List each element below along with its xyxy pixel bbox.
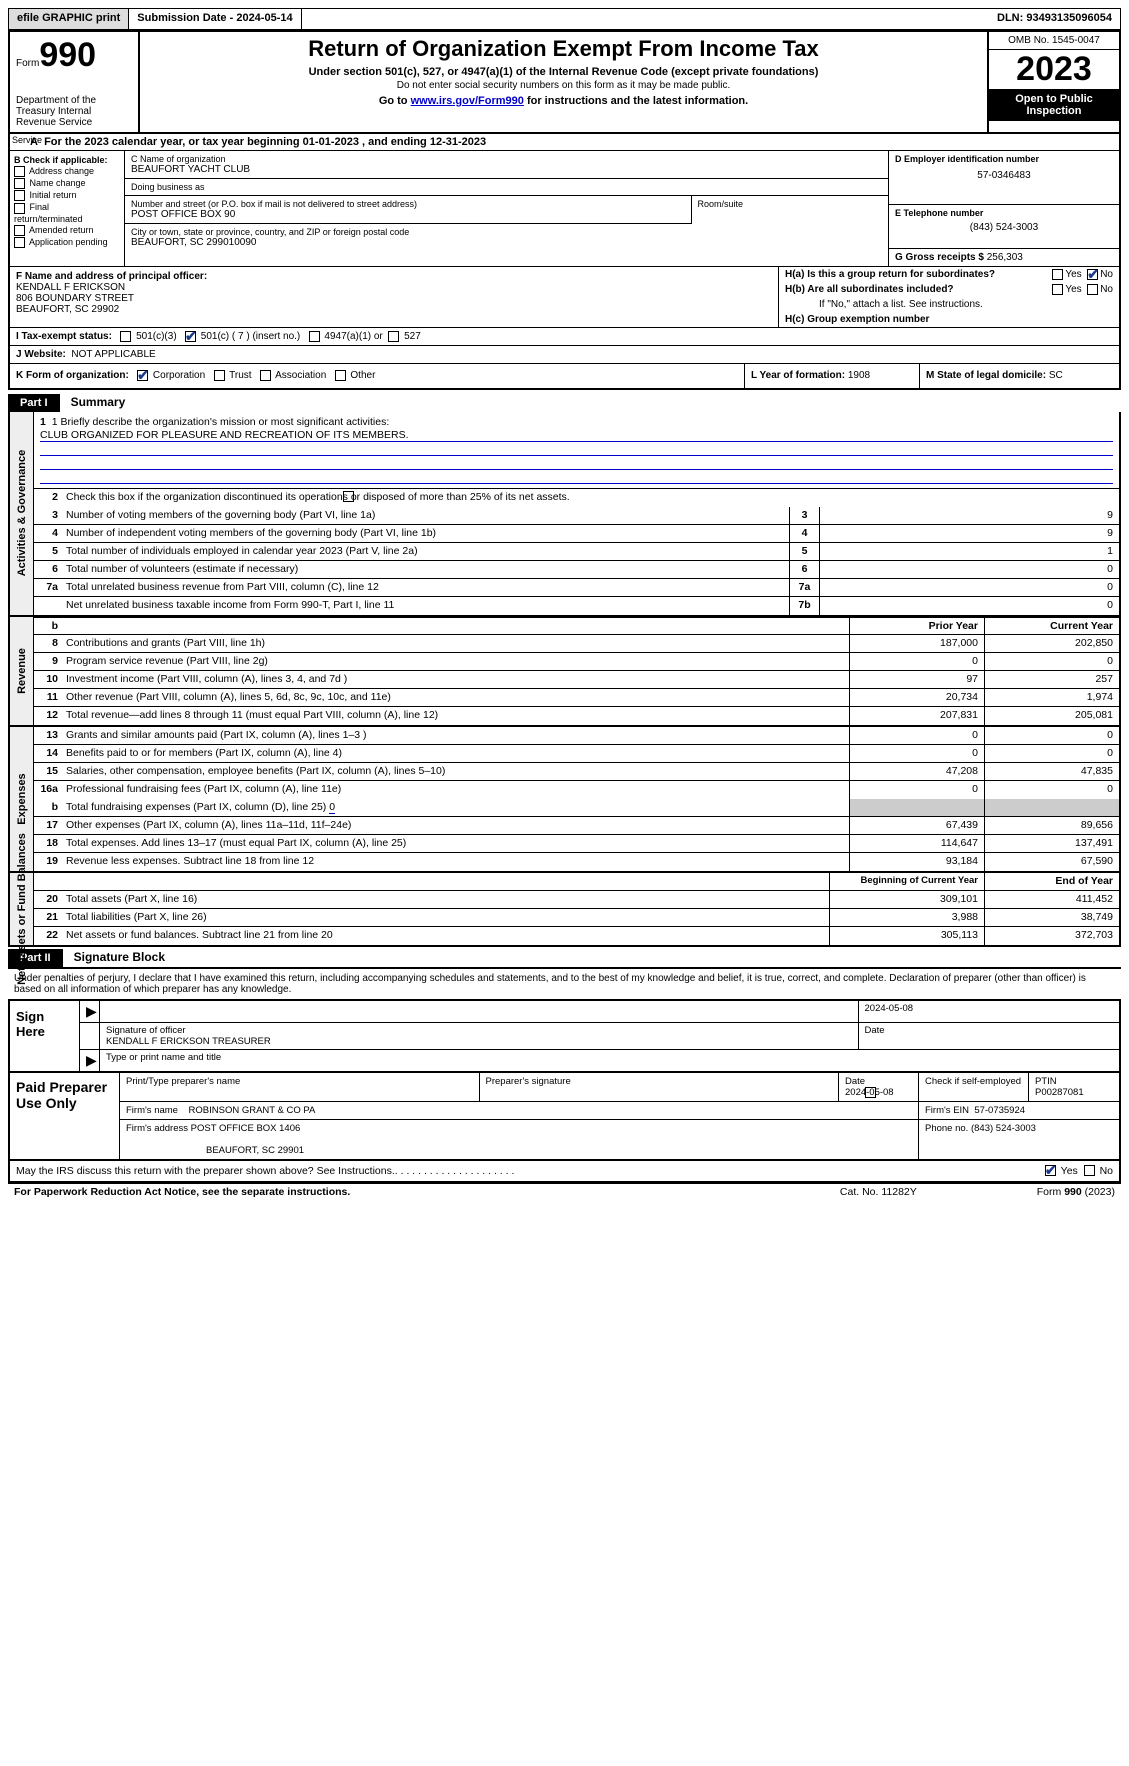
summary-row: Net unrelated business taxable income fr… <box>34 597 1119 615</box>
omb-number: OMB No. 1545-0047 <box>989 32 1119 50</box>
dln-field: DLN: 93493135096054 <box>989 9 1120 29</box>
col-prior-year: Prior Year <box>849 618 984 634</box>
checkbox-501c3[interactable] <box>120 331 131 342</box>
checkbox-501c[interactable] <box>185 331 196 342</box>
discuss-row: May the IRS discuss this return with the… <box>8 1161 1121 1183</box>
tax-exempt-row: I Tax-exempt status: 501(c)(3) 501(c) ( … <box>10 328 1119 345</box>
checkbox-name-change[interactable] <box>14 178 25 189</box>
summary-row: 4Number of independent voting members of… <box>34 525 1119 543</box>
summary-row: 10Investment income (Part VIII, column (… <box>34 671 1119 689</box>
checkbox-app-pending[interactable] <box>14 237 25 248</box>
checkbox-amended-return[interactable] <box>14 225 25 236</box>
summary-row: 18Total expenses. Add lines 13–17 (must … <box>34 835 1119 853</box>
form-header: Form990 Department of the Treasury Inter… <box>8 30 1121 134</box>
form-number: 990 <box>39 36 96 74</box>
checkbox-4947[interactable] <box>309 331 320 342</box>
summary-row: 7aTotal unrelated business revenue from … <box>34 579 1119 597</box>
group-return-block: H(a) Is this a group return for subordin… <box>779 267 1119 327</box>
summary-row: 16aProfessional fundraising fees (Part I… <box>34 781 1119 799</box>
ssn-note: Do not enter social security numbers on … <box>148 80 979 91</box>
efile-print-button[interactable]: efile GRAPHIC print <box>9 9 129 29</box>
summary-row: 13Grants and similar amounts paid (Part … <box>34 727 1119 745</box>
sign-here-block: Sign Here ▶ 2024-05-08 Signature of offi… <box>8 999 1121 1073</box>
summary-row: 21Total liabilities (Part X, line 26) 3,… <box>34 909 1119 927</box>
part1-header: Part I <box>8 394 60 412</box>
city-cell: City or town, state or province, country… <box>125 224 888 251</box>
street-cell: Number and street (or P.O. box if mail i… <box>125 196 691 224</box>
checkbox-address-change[interactable] <box>14 166 25 177</box>
summary-row: 12Total revenue—add lines 8 through 11 (… <box>34 707 1119 725</box>
room-cell: Room/suite <box>691 196 889 224</box>
summary-row: 3Number of voting members of the governi… <box>34 507 1119 525</box>
summary-row: 15Salaries, other compensation, employee… <box>34 763 1119 781</box>
principal-officer-cell: F Name and address of principal officer:… <box>10 267 779 327</box>
topbar: efile GRAPHIC print Submission Date - 20… <box>8 8 1121 30</box>
gross-receipts-cell: G Gross receipts $ 256,303 <box>889 249 1119 266</box>
checkbox-initial-return[interactable] <box>14 190 25 201</box>
checkbox-discuss-no[interactable] <box>1084 1165 1095 1176</box>
mission-block: 1 1 Briefly describe the organization's … <box>34 412 1119 489</box>
checkbox-hb-no[interactable] <box>1087 284 1098 295</box>
summary-row: 19Revenue less expenses. Subtract line 1… <box>34 853 1119 871</box>
ein-cell: D Employer identification number 57-0346… <box>889 151 1119 205</box>
tax-year: 2023 <box>989 50 1119 89</box>
signature-intro: Under penalties of perjury, I declare th… <box>8 967 1121 999</box>
summary-row: 5Total number of individuals employed in… <box>34 543 1119 561</box>
checkbox-corp[interactable] <box>137 370 148 381</box>
form-subtitle: Under section 501(c), 527, or 4947(a)(1)… <box>148 66 979 78</box>
tab-net-assets: Net Assets or Fund Balances <box>16 833 28 985</box>
checkbox-self-employed[interactable] <box>865 1087 876 1098</box>
box-b-checklist: B Check if applicable: Address change Na… <box>10 151 125 266</box>
summary-row: 22Net assets or fund balances. Subtract … <box>34 927 1119 945</box>
summary-row: 11Other revenue (Part VIII, column (A), … <box>34 689 1119 707</box>
checkbox-trust[interactable] <box>214 370 225 381</box>
part1-title: Summary <box>63 392 134 412</box>
phone-cell: E Telephone number (843) 524-3003 <box>889 205 1119 249</box>
col-beginning-year: Beginning of Current Year <box>829 873 984 890</box>
checkbox-ha-no[interactable] <box>1087 269 1098 280</box>
form-of-org-row: K Form of organization: Corporation Trus… <box>8 364 1121 389</box>
summary-row: 9Program service revenue (Part VIII, lin… <box>34 653 1119 671</box>
summary-row: 14Benefits paid to or for members (Part … <box>34 745 1119 763</box>
checkbox-final-return[interactable] <box>14 203 25 214</box>
instructions-link-row: Go to www.irs.gov/Form990 for instructio… <box>148 95 979 107</box>
open-inspection-badge: Open to Public Inspection <box>989 89 1119 121</box>
checkbox-ha-yes[interactable] <box>1052 269 1063 280</box>
submission-date-field: Submission Date - 2024-05-14 <box>129 9 301 29</box>
summary-row: 17Other expenses (Part IX, column (A), l… <box>34 817 1119 835</box>
org-name-cell: C Name of organization BEAUFORT YACHT CL… <box>125 151 888 179</box>
website-row: J Website: NOT APPLICABLE <box>10 346 1119 363</box>
checkbox-discontinued[interactable] <box>343 491 354 502</box>
tab-expenses: Expenses <box>16 773 28 824</box>
form-title: Return of Organization Exempt From Incom… <box>148 36 979 62</box>
dept-label: Department of the Treasury Internal Reve… <box>16 95 132 128</box>
footer: For Paperwork Reduction Act Notice, see … <box>8 1183 1121 1200</box>
tab-revenue: Revenue <box>16 648 28 694</box>
tab-governance: Activities & Governance <box>16 450 28 577</box>
part2-title: Signature Block <box>66 947 173 967</box>
checkbox-assoc[interactable] <box>260 370 271 381</box>
summary-row: 20Total assets (Part X, line 16) 309,101… <box>34 891 1119 909</box>
col-end-year: End of Year <box>984 873 1119 890</box>
checkbox-discuss-yes[interactable] <box>1045 1165 1056 1176</box>
checkbox-hb-yes[interactable] <box>1052 284 1063 295</box>
summary-row: 8Contributions and grants (Part VIII, li… <box>34 635 1119 653</box>
paid-preparer-block: Paid Preparer Use Only Print/Type prepar… <box>8 1073 1121 1161</box>
summary-row: 6Total number of volunteers (estimate if… <box>34 561 1119 579</box>
col-current-year: Current Year <box>984 618 1119 634</box>
irs-link[interactable]: www.irs.gov/Form990 <box>411 95 524 107</box>
dba-cell: Doing business as <box>125 179 888 196</box>
form-label: Form <box>16 58 39 69</box>
checkbox-other[interactable] <box>335 370 346 381</box>
checkbox-527[interactable] <box>388 331 399 342</box>
row-a-tax-year: Service A For the 2023 calendar year, or… <box>8 134 1121 151</box>
